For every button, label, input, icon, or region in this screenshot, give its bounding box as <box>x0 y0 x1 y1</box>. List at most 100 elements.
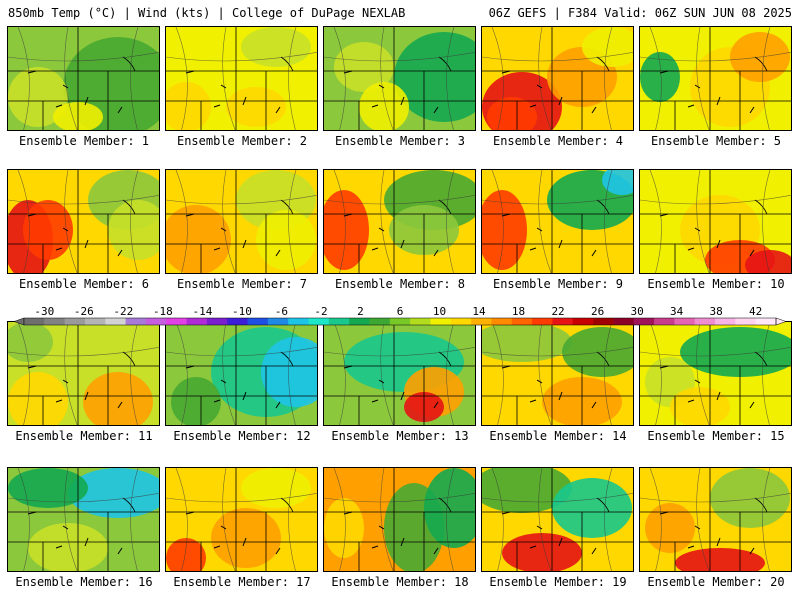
colorbar-tick-label: 22 <box>551 305 564 318</box>
colorbar-segment <box>84 318 106 325</box>
colorbar-segment <box>349 318 370 325</box>
ensemble-member-map <box>323 467 476 572</box>
colorbar-tick-label: -10 <box>232 305 252 318</box>
ensemble-member-label: Ensemble Member: 17 <box>173 575 311 589</box>
colorbar-segment <box>735 318 757 325</box>
colorbar-tick-label: -30 <box>34 305 54 318</box>
ensemble-member-label: Ensemble Member: 9 <box>492 277 624 291</box>
ensemble-member-map <box>165 321 318 426</box>
colorbar-segment <box>145 318 167 325</box>
ensemble-member-map <box>639 169 792 274</box>
colorbar-segment <box>491 318 513 325</box>
ensemble-member-map <box>7 321 160 426</box>
ensemble-member-map <box>323 321 476 426</box>
ensemble-member-map <box>165 26 318 131</box>
colorbar-segment <box>532 318 553 325</box>
colorbar-segment <box>511 318 533 325</box>
ensemble-member-label: Ensemble Member: 8 <box>334 277 466 291</box>
colorbar-segment <box>715 318 736 325</box>
colorbar-segment <box>593 318 614 325</box>
colorbar-tick-label: 18 <box>512 305 525 318</box>
ensemble-member-map <box>639 321 792 426</box>
colorbar-segment <box>267 318 289 325</box>
ensemble-member-map <box>165 169 318 274</box>
colorbar-segment <box>430 318 452 325</box>
ensemble-member-label: Ensemble Member: 1 <box>18 134 150 148</box>
ensemble-member-label: Ensemble Member: 3 <box>334 134 466 148</box>
colorbar-segment <box>186 318 208 325</box>
ensemble-member-map <box>7 26 160 131</box>
ensemble-member-label: Ensemble Member: 14 <box>489 429 627 443</box>
colorbar-segment <box>125 318 147 325</box>
ensemble-member-label: Ensemble Member: 15 <box>647 429 785 443</box>
ensemble-member-map <box>639 467 792 572</box>
colorbar-segment <box>613 318 635 325</box>
ensemble-member-map <box>165 467 318 572</box>
colorbar-tick-label: 30 <box>630 305 643 318</box>
colorbar-tick-label: 6 <box>397 305 404 318</box>
colorbar-tick-label: -2 <box>314 305 327 318</box>
colorbar-tick-label: 10 <box>433 305 446 318</box>
colorbar-outline <box>23 317 777 326</box>
ensemble-member-map <box>481 467 634 572</box>
ensemble-member-label: Ensemble Member: 6 <box>18 277 150 291</box>
colorbar-segment <box>410 318 431 325</box>
ensemble-member-label: Ensemble Member: 2 <box>176 134 308 148</box>
colorbar-segment <box>24 318 45 325</box>
model-run-info: 06Z GEFS | F384 Valid: 06Z SUN JUN 08 20… <box>488 6 792 20</box>
ensemble-member-map <box>481 26 634 131</box>
colorbar-tick-label: -6 <box>275 305 288 318</box>
colorbar-segment <box>227 318 248 325</box>
colorbar-segment <box>64 318 86 325</box>
colorbar-segment <box>308 318 330 325</box>
ensemble-member-map <box>481 169 634 274</box>
colorbar-tick-label: 26 <box>591 305 604 318</box>
colorbar-tick-label: 14 <box>472 305 486 318</box>
colorbar-tick-label: -14 <box>192 305 212 318</box>
colorbar-segment <box>328 318 350 325</box>
colorbar-segment <box>552 318 574 325</box>
chart-title: 850mb Temp (°C) | Wind (kts) | College o… <box>8 6 406 20</box>
ensemble-member-map <box>323 169 476 274</box>
ensemble-member-map <box>7 467 160 572</box>
ensemble-member-label: Ensemble Member: 5 <box>650 134 782 148</box>
colorbar-segment <box>654 318 675 325</box>
colorbar-segment <box>755 318 777 325</box>
ensemble-member-label: Ensemble Member: 11 <box>15 429 153 443</box>
colorbar-max-arrow <box>775 317 786 326</box>
temperature-colorbar: -30 -26 -22 -18 -14 -10 -6 -2 2 6 10 14 18 22 26 30 34 38… <box>14 305 786 326</box>
ensemble-member-map <box>323 26 476 131</box>
ensemble-member-label: Ensemble Member: 20 <box>647 575 785 589</box>
colorbar-tick-label: 42 <box>749 305 762 318</box>
ensemble-member-map <box>7 169 160 274</box>
colorbar-segment <box>166 318 187 325</box>
colorbar-segment <box>44 318 66 325</box>
colorbar-tick-label: -18 <box>153 305 173 318</box>
ensemble-member-label: Ensemble Member: 7 <box>176 277 308 291</box>
colorbar-segment <box>471 318 492 325</box>
ensemble-member-map <box>481 321 634 426</box>
colorbar-segment <box>389 318 411 325</box>
colorbar-segment <box>633 318 655 325</box>
ensemble-member-label: Ensemble Member: 16 <box>15 575 153 589</box>
colorbar-segment <box>288 318 309 325</box>
colorbar-segment <box>206 318 228 325</box>
colorbar-segment <box>450 318 472 325</box>
ensemble-member-map <box>639 26 792 131</box>
ensemble-member-label: Ensemble Member: 10 <box>647 277 785 291</box>
colorbar-tick-label: -26 <box>74 305 94 318</box>
colorbar-segment <box>572 318 594 325</box>
colorbar-tick-label: 34 <box>670 305 684 318</box>
ensemble-member-label: Ensemble Member: 13 <box>331 429 469 443</box>
colorbar-tick-label: 38 <box>710 305 723 318</box>
colorbar-segment <box>247 318 269 325</box>
colorbar-segment <box>369 318 391 325</box>
colorbar-segment <box>105 318 127 325</box>
colorbar-min-arrow <box>14 317 25 326</box>
colorbar-tick-label: -22 <box>113 305 133 318</box>
ensemble-member-label: Ensemble Member: 4 <box>492 134 624 148</box>
ensemble-member-label: Ensemble Member: 19 <box>489 575 627 589</box>
colorbar-tick-label: 2 <box>357 305 364 318</box>
ensemble-member-label: Ensemble Member: 12 <box>173 429 311 443</box>
colorbar-segment <box>694 318 716 325</box>
